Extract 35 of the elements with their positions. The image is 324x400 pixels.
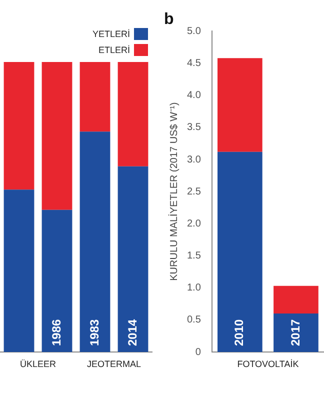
bar — [80, 62, 110, 132]
y-tick-label: 2.5 — [186, 186, 202, 198]
bar — [4, 62, 34, 190]
y-tick-label: 3.5 — [186, 122, 202, 134]
bar — [218, 152, 262, 352]
legend-label: ETLERİ — [98, 45, 130, 55]
bar — [42, 210, 72, 352]
text: JEOTERMAL — [86, 358, 142, 369]
y-tick-label: 2.0 — [186, 218, 202, 230]
x-tick-label: 2010 — [232, 318, 246, 346]
bar — [218, 58, 262, 152]
bar — [118, 166, 148, 352]
y-tick-label: 1.0 — [186, 282, 202, 294]
y-tick-label: 4.5 — [186, 58, 202, 70]
y-axis-title: KURULU MALİYETLER (2017 US$ W⁻¹) — [168, 102, 180, 281]
legend-label: YETLERİ — [92, 29, 130, 39]
chart-title: b — [164, 11, 174, 28]
bar — [4, 190, 34, 352]
y-tick-label: 0.5 — [186, 314, 202, 326]
bar — [118, 62, 148, 166]
y-tick-label: 4.0 — [186, 90, 202, 102]
x-tick-label: 1986 — [49, 318, 64, 346]
x-tick-label: 2017 — [288, 318, 302, 346]
y-tick-label: 3.0 — [186, 154, 202, 166]
y-tick-label: 5.0 — [186, 26, 202, 37]
y-tick-label: 0 — [195, 346, 202, 358]
bar — [274, 314, 318, 352]
x-tick-label: 2014 — [125, 318, 140, 346]
bar — [42, 62, 72, 210]
text: FOTOVOLTAİK — [237, 358, 299, 369]
text: ÜKLEER — [20, 358, 57, 369]
bar — [80, 132, 110, 352]
y-tick-label: 1.5 — [186, 250, 202, 262]
bar — [274, 286, 318, 314]
x-tick-label: 1983 — [87, 318, 102, 346]
